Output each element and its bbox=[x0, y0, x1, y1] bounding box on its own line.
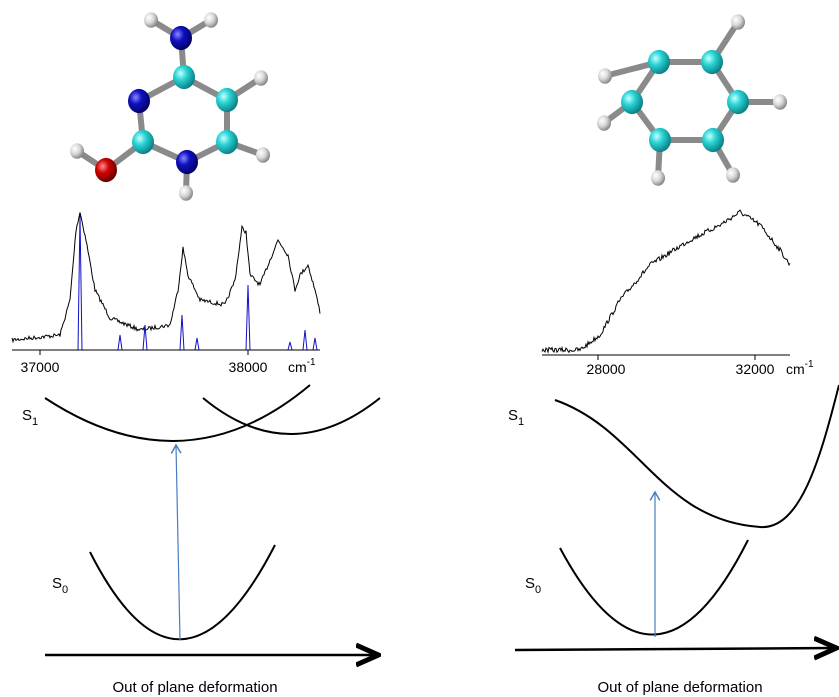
atom bbox=[176, 150, 198, 174]
tick-label: 37000 bbox=[21, 359, 60, 375]
excitation-arrow bbox=[176, 445, 180, 640]
tick-label: 28000 bbox=[587, 361, 626, 377]
atom bbox=[773, 94, 787, 109]
figure: 37000 38000 cm-1 S1 S0 Out of plane defo… bbox=[0, 0, 839, 697]
axis-label: Out of plane deformation bbox=[112, 679, 277, 696]
spectrum-trace bbox=[542, 210, 790, 352]
atom bbox=[144, 12, 158, 27]
molecules bbox=[70, 12, 787, 200]
atom bbox=[254, 70, 268, 85]
stick-spectrum bbox=[12, 215, 320, 350]
s1-crossing-curve bbox=[203, 398, 380, 434]
s1-curve bbox=[555, 385, 839, 527]
atom bbox=[170, 26, 192, 50]
coordinate-axis bbox=[515, 648, 834, 650]
unit: cm-1 bbox=[786, 359, 814, 377]
atom bbox=[70, 143, 84, 158]
atom bbox=[702, 128, 724, 152]
atom bbox=[216, 88, 238, 112]
atom bbox=[598, 68, 612, 83]
atom bbox=[649, 128, 671, 152]
atom bbox=[621, 90, 643, 114]
atom bbox=[651, 170, 665, 185]
state-subscript: 0 bbox=[62, 584, 68, 596]
atom bbox=[95, 158, 117, 182]
atom bbox=[701, 50, 723, 74]
state-label: S bbox=[525, 575, 535, 592]
state-label: S bbox=[22, 407, 32, 424]
state-subscript: 1 bbox=[32, 416, 38, 428]
atom bbox=[727, 90, 749, 114]
atom bbox=[216, 130, 238, 154]
unit: cm bbox=[288, 359, 307, 375]
atom bbox=[204, 12, 218, 27]
tick-label: 32000 bbox=[736, 361, 775, 377]
s0-curve bbox=[560, 540, 748, 635]
state-subscript: 0 bbox=[535, 584, 541, 596]
unit-exponent: -1 bbox=[307, 357, 316, 368]
state-label: S1 bbox=[22, 407, 38, 428]
spectrum-trace bbox=[12, 213, 320, 342]
atom bbox=[173, 65, 195, 89]
spectra bbox=[12, 210, 790, 352]
state-label: S0 bbox=[525, 575, 541, 596]
atom bbox=[731, 14, 745, 29]
atom bbox=[132, 130, 154, 154]
state-label: S1 bbox=[508, 407, 524, 428]
state-label: S0 bbox=[52, 575, 68, 596]
unit: cm bbox=[786, 361, 805, 377]
tick-label: 38000 bbox=[229, 359, 268, 375]
unit: cm-1 bbox=[288, 357, 316, 375]
axis-label: Out of plane deformation bbox=[597, 679, 762, 696]
s0-curve bbox=[90, 545, 275, 639]
atom bbox=[179, 185, 193, 200]
unit-exponent: -1 bbox=[805, 359, 814, 370]
state-label: S bbox=[52, 575, 62, 592]
atom bbox=[256, 147, 270, 162]
atom bbox=[597, 115, 611, 130]
atom bbox=[128, 89, 150, 113]
state-subscript: 1 bbox=[518, 416, 524, 428]
atom bbox=[648, 50, 670, 74]
atom bbox=[726, 167, 740, 182]
state-label: S bbox=[508, 407, 518, 424]
